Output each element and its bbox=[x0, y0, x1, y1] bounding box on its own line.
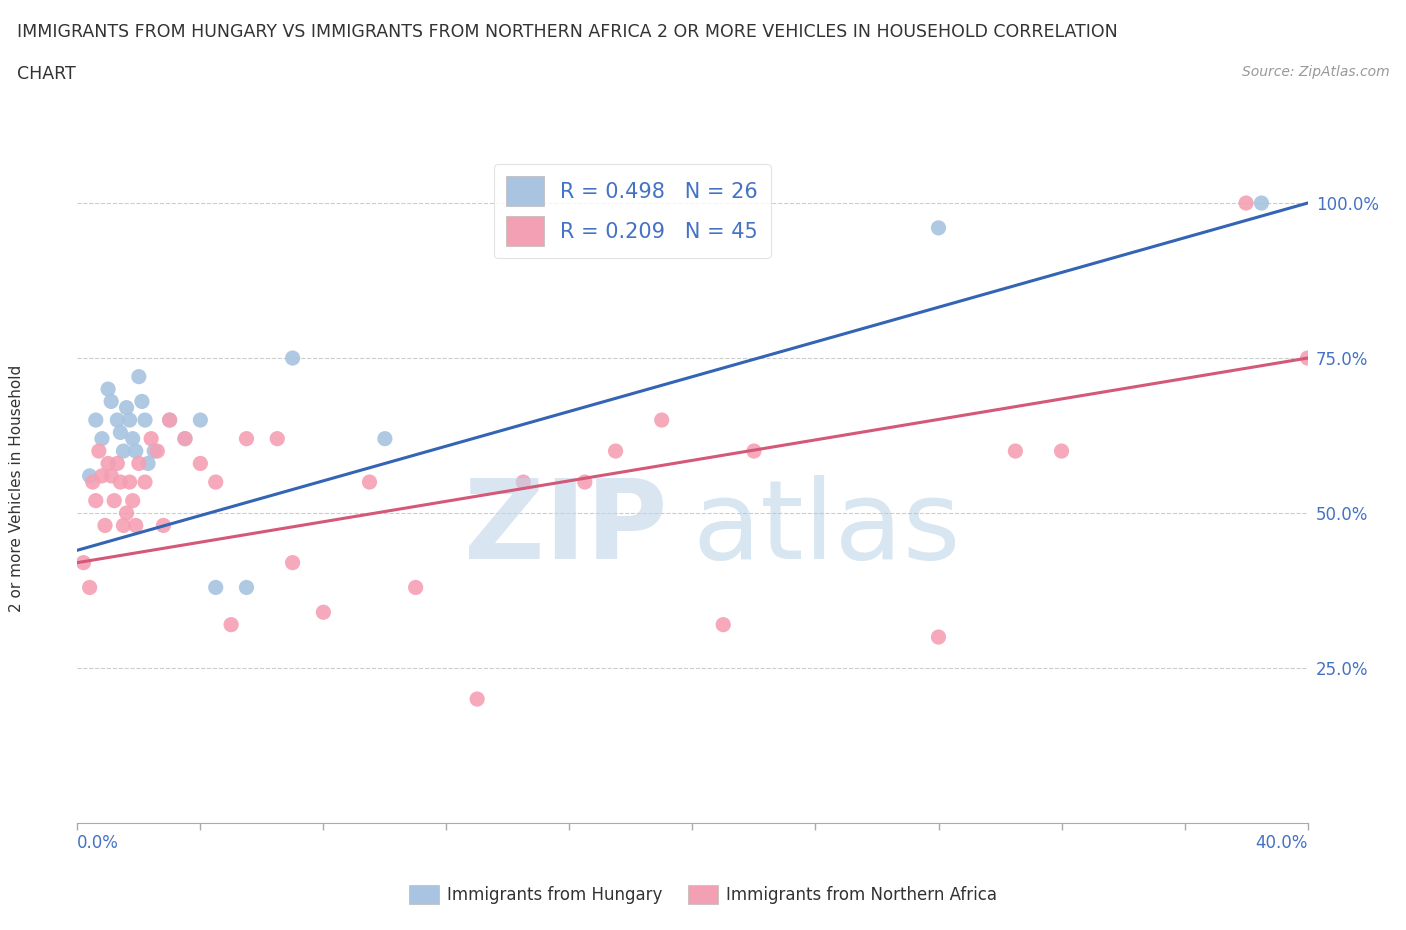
Point bbox=[281, 351, 304, 365]
Point bbox=[141, 432, 163, 446]
Point bbox=[110, 474, 132, 489]
Text: ZIP: ZIP bbox=[464, 475, 668, 582]
Point bbox=[281, 555, 304, 570]
Point bbox=[125, 518, 148, 533]
Text: 2 or more Vehicles in Household: 2 or more Vehicles in Household bbox=[10, 365, 24, 612]
Point bbox=[72, 555, 94, 570]
Point bbox=[112, 444, 135, 458]
Point bbox=[1050, 444, 1073, 458]
Point bbox=[146, 444, 169, 458]
Point bbox=[219, 618, 242, 632]
Point bbox=[128, 456, 150, 471]
Point bbox=[143, 444, 166, 458]
Point bbox=[118, 413, 141, 428]
Text: Source: ZipAtlas.com: Source: ZipAtlas.com bbox=[1241, 65, 1389, 79]
Point bbox=[928, 220, 950, 235]
Point bbox=[115, 400, 138, 415]
Point bbox=[190, 413, 212, 428]
Point bbox=[605, 444, 627, 458]
Point bbox=[1296, 351, 1319, 365]
Point bbox=[100, 394, 122, 409]
Point bbox=[110, 425, 132, 440]
Point bbox=[174, 432, 197, 446]
Point bbox=[266, 432, 288, 446]
Point bbox=[115, 506, 138, 521]
Point bbox=[118, 474, 141, 489]
Point bbox=[152, 518, 174, 533]
Point bbox=[235, 580, 257, 595]
Legend: Immigrants from Hungary, Immigrants from Northern Africa: Immigrants from Hungary, Immigrants from… bbox=[402, 878, 1004, 910]
Point bbox=[131, 394, 153, 409]
Point bbox=[204, 580, 226, 595]
Point bbox=[190, 456, 212, 471]
Point bbox=[574, 474, 596, 489]
Point bbox=[125, 444, 148, 458]
Text: 0.0%: 0.0% bbox=[77, 834, 120, 852]
Point bbox=[103, 493, 125, 508]
Point bbox=[711, 618, 734, 632]
Point bbox=[1234, 195, 1257, 210]
Point bbox=[90, 469, 114, 484]
Legend: R = 0.498   N = 26, R = 0.209   N = 45: R = 0.498 N = 26, R = 0.209 N = 45 bbox=[494, 164, 770, 259]
Point bbox=[235, 432, 257, 446]
Point bbox=[97, 456, 120, 471]
Point bbox=[512, 474, 534, 489]
Point bbox=[374, 432, 396, 446]
Point bbox=[134, 474, 156, 489]
Point bbox=[105, 413, 128, 428]
Point bbox=[1250, 195, 1272, 210]
Point bbox=[79, 580, 101, 595]
Point bbox=[87, 444, 110, 458]
Point bbox=[651, 413, 673, 428]
Point bbox=[159, 413, 181, 428]
Point bbox=[84, 413, 107, 428]
Point bbox=[1004, 444, 1026, 458]
Point bbox=[97, 381, 120, 396]
Point bbox=[121, 432, 143, 446]
Point bbox=[174, 432, 197, 446]
Point bbox=[94, 518, 117, 533]
Point bbox=[928, 630, 950, 644]
Point bbox=[134, 413, 156, 428]
Text: atlas: atlas bbox=[693, 475, 960, 582]
Point bbox=[112, 518, 135, 533]
Text: 40.0%: 40.0% bbox=[1256, 834, 1308, 852]
Point bbox=[204, 474, 226, 489]
Point bbox=[100, 469, 122, 484]
Point bbox=[359, 474, 381, 489]
Point bbox=[465, 692, 488, 707]
Text: IMMIGRANTS FROM HUNGARY VS IMMIGRANTS FROM NORTHERN AFRICA 2 OR MORE VEHICLES IN: IMMIGRANTS FROM HUNGARY VS IMMIGRANTS FR… bbox=[17, 23, 1118, 41]
Point bbox=[82, 474, 104, 489]
Text: CHART: CHART bbox=[17, 65, 76, 83]
Point bbox=[105, 456, 128, 471]
Point bbox=[312, 604, 335, 619]
Point bbox=[742, 444, 765, 458]
Point bbox=[405, 580, 427, 595]
Point bbox=[159, 413, 181, 428]
Point bbox=[128, 369, 150, 384]
Point bbox=[121, 493, 143, 508]
Point bbox=[136, 456, 159, 471]
Point bbox=[90, 432, 114, 446]
Point bbox=[79, 469, 101, 484]
Point bbox=[84, 493, 107, 508]
